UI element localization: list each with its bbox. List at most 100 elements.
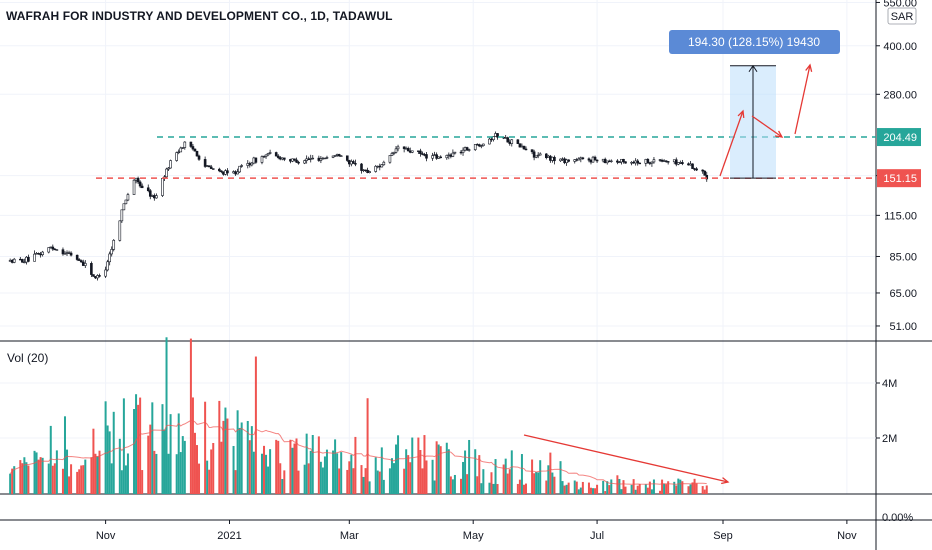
- volume-bar: [340, 452, 343, 494]
- candle: [607, 159, 611, 163]
- level-tag-label: 151.15: [883, 173, 917, 185]
- volume-bar: [608, 485, 611, 494]
- candle: [677, 162, 680, 166]
- volume-bar: [265, 454, 268, 494]
- candle-body: [364, 169, 367, 172]
- candle-body: [67, 252, 71, 254]
- candle-body: [291, 158, 294, 162]
- candle-body: [581, 157, 585, 160]
- candle: [482, 143, 485, 147]
- candle: [289, 158, 292, 164]
- candle: [388, 155, 392, 164]
- volume-bar: [518, 479, 521, 494]
- candle-body: [193, 148, 197, 152]
- volume-bar: [581, 481, 584, 494]
- candle: [695, 167, 698, 172]
- y-tick-label: 65.00: [889, 288, 917, 300]
- volume-bar: [41, 457, 44, 494]
- candle: [69, 251, 73, 257]
- candle: [382, 160, 386, 166]
- volume-bar: [364, 468, 367, 494]
- y-tick-label: 550.00: [883, 0, 917, 9]
- volume-bar: [673, 481, 676, 494]
- candle: [236, 168, 239, 175]
- candle: [246, 160, 250, 169]
- candle: [65, 250, 69, 257]
- volume-bar: [535, 471, 538, 494]
- volume-bar: [679, 479, 682, 494]
- volume-bar: [539, 460, 542, 494]
- candle: [335, 153, 339, 157]
- volume-bar: [169, 414, 172, 494]
- volume-bar: [236, 410, 239, 494]
- candle: [616, 159, 619, 165]
- volume-bar: [352, 468, 355, 494]
- volume-bar: [417, 437, 420, 494]
- volume-bar: [47, 463, 50, 494]
- volume-bar: [606, 481, 609, 494]
- candle-body: [124, 199, 128, 205]
- projection-arrow: [719, 110, 744, 177]
- candle-body: [226, 170, 229, 174]
- volume-bar: [378, 471, 381, 494]
- volume-bar: [453, 474, 456, 494]
- volume-bar: [195, 445, 198, 494]
- volume-bar: [311, 434, 314, 494]
- candle-body: [595, 159, 599, 162]
- volume-bar: [108, 431, 111, 494]
- candle-body: [246, 163, 250, 166]
- volume-bar: [616, 475, 619, 494]
- candle-body: [106, 261, 109, 271]
- candle: [297, 160, 300, 165]
- volume-bar: [447, 449, 450, 494]
- candle-body: [618, 161, 621, 164]
- volume-bar: [425, 460, 428, 494]
- volume-bar: [277, 440, 280, 494]
- candle-body: [8, 260, 12, 262]
- candle: [47, 247, 51, 254]
- volume-bar: [246, 420, 249, 494]
- volume-bar: [191, 397, 194, 494]
- candle: [220, 170, 223, 174]
- candle-body: [274, 152, 278, 157]
- candle-body: [480, 145, 483, 147]
- candle: [41, 250, 44, 257]
- candle-body: [410, 150, 414, 153]
- volume-bar: [460, 478, 463, 494]
- candle: [378, 163, 382, 171]
- candle-body: [459, 151, 463, 154]
- candle: [140, 183, 144, 189]
- candle: [477, 143, 481, 148]
- candle-body: [551, 156, 554, 161]
- candle: [662, 159, 666, 162]
- candle: [601, 158, 605, 163]
- candle-body: [660, 159, 664, 162]
- candle: [524, 146, 528, 151]
- volume-bar: [579, 487, 582, 494]
- candle: [337, 153, 341, 157]
- volume-bar: [462, 461, 465, 494]
- volume-bar: [630, 484, 633, 494]
- candle-body: [423, 154, 426, 156]
- candle-body: [53, 248, 57, 251]
- volume-bar: [524, 483, 527, 494]
- candle-body: [425, 154, 428, 159]
- volume-bar: [695, 483, 698, 494]
- candle: [622, 158, 625, 164]
- volume-bar: [70, 464, 73, 494]
- candle-body: [439, 156, 443, 159]
- candle-body: [689, 163, 692, 166]
- candle: [108, 251, 111, 266]
- candle-body: [41, 251, 44, 255]
- candle: [165, 167, 168, 179]
- volume-bar: [366, 398, 369, 494]
- volume-bar: [478, 455, 481, 494]
- candle: [19, 256, 22, 261]
- candle: [27, 254, 30, 263]
- candle-body: [118, 220, 122, 241]
- candle: [138, 180, 142, 189]
- candle: [106, 259, 109, 272]
- candle: [232, 170, 235, 174]
- candle-body: [96, 275, 99, 279]
- candle-body: [295, 159, 298, 163]
